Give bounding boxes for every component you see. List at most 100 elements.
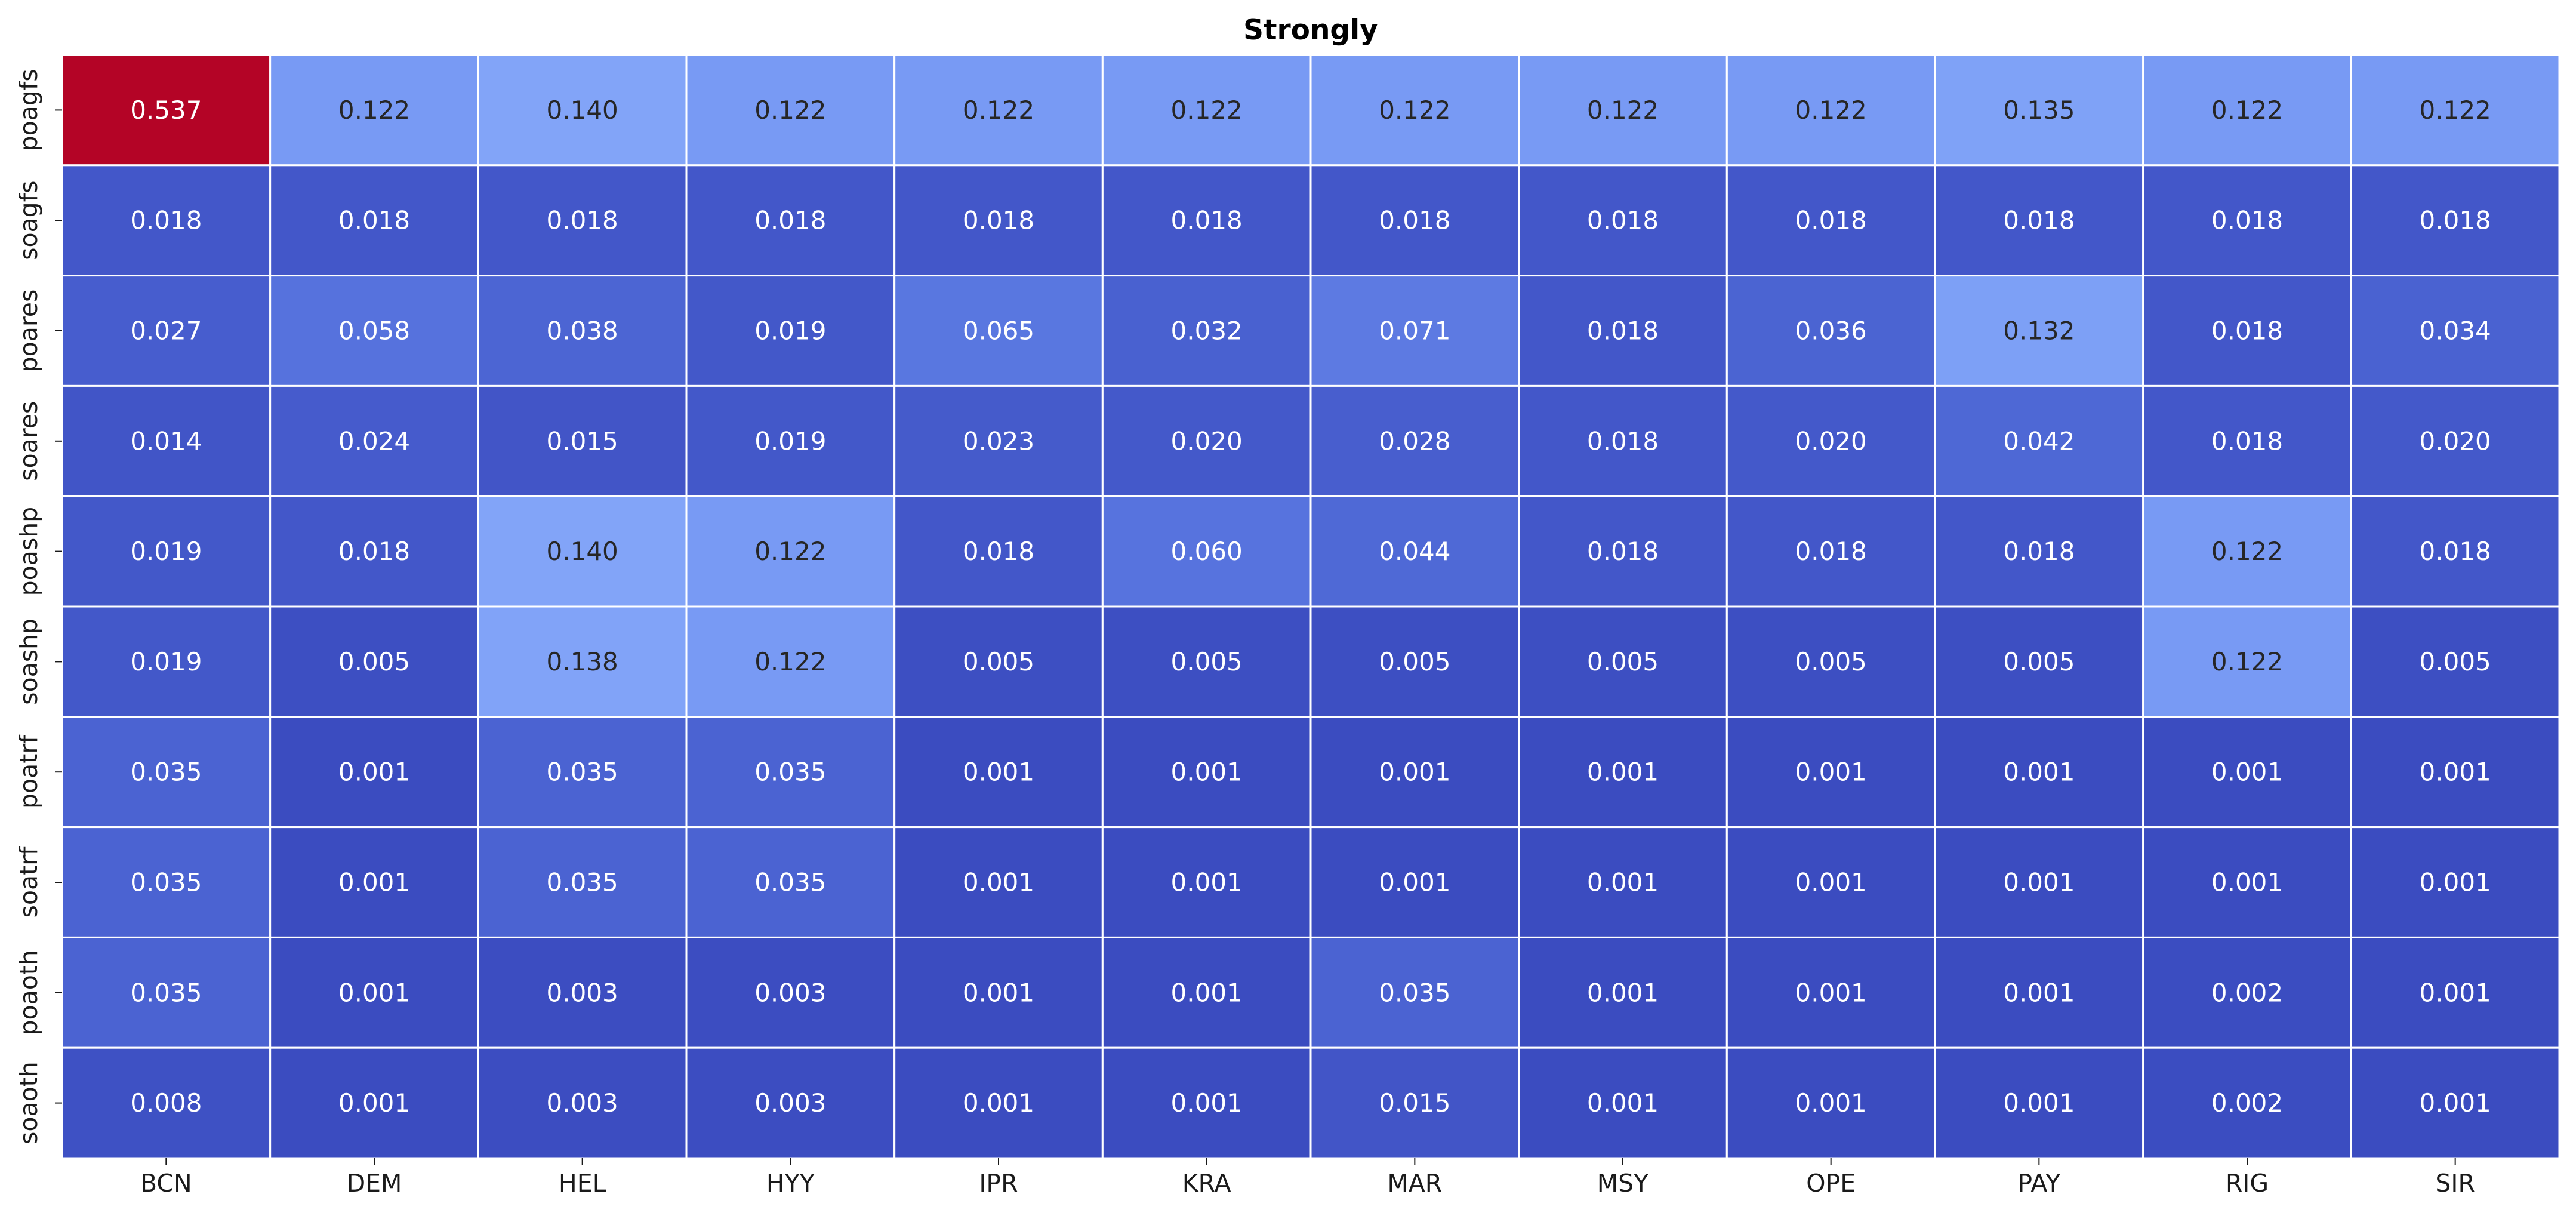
x-tick-label-KRA: KRA [1182,1169,1231,1198]
cell-label-soatrf-KRA: 0.001 [1171,868,1243,897]
heatmap-cell-soagfs-MAR [1309,164,1520,277]
chart-title: Strongly [1243,14,1378,47]
cell-label-soagfs-HEL: 0.018 [547,206,618,235]
cell-label-poagfs-PAY: 0.135 [2003,96,2075,125]
cell-label-soaoth-BCN: 0.008 [130,1088,202,1118]
cell-labels: 0.537 0.122 0.140 0.122 0.122 0.122 0.122 0.122… [130,96,2491,1118]
heatmap-cell-poatrf-IPR [893,716,1104,829]
heatmap-cell-soashp-OPE [1725,605,1936,718]
heatmap-cell-poaoth-KRA [1101,936,1312,1049]
cell-label-soagfs-MSY: 0.018 [1587,206,1659,235]
heatmap-cell-poagfs-IPR [893,54,1104,167]
cell-label-soashp-MSY: 0.005 [1587,647,1659,676]
cell-label-soashp-HEL: 0.138 [547,647,618,676]
cell-label-poashp-SIR: 0.018 [2420,537,2491,566]
x-tick-label-MAR: MAR [1387,1169,1442,1198]
cell-label-poagfs-HEL: 0.140 [547,96,618,125]
heatmap-cell-poaoth-BCN [61,936,272,1049]
heatmap-cell-poashp-HEL [477,495,688,608]
x-axis-ticks: BCN DEM HEL HYY IPR KRA MAR MSY OPE PAY RIG SIR [140,1158,2475,1198]
heatmap-cell-poashp-BCN [61,495,272,608]
cell-label-soaoth-KRA: 0.001 [1171,1088,1243,1118]
y-tick-label-poatrf: poatrf [14,734,43,809]
heatmap-cell-soatrf-HEL [477,826,688,938]
heatmap-cell-soatrf-RIG [2142,826,2352,938]
heatmap-cell-soares-PAY [1934,384,2144,497]
cell-label-soatrf-SIR: 0.001 [2420,868,2491,897]
cell-label-poatrf-HYY: 0.035 [754,758,826,787]
cell-label-poaoth-DEM: 0.001 [338,978,410,1007]
cell-label-soaoth-IPR: 0.001 [963,1088,1034,1118]
cell-label-soatrf-HEL: 0.035 [547,868,618,897]
heatmap-cell-soaoth-IPR [893,1046,1104,1159]
cell-label-poagfs-BCN: 0.537 [130,96,202,125]
heatmap-cell-poagfs-BCN [61,54,272,167]
cell-label-poashp-HEL: 0.140 [547,537,618,566]
heatmap-cell-soatrf-IPR [893,826,1104,938]
y-tick-label-soagfs: soagfs [14,181,43,260]
y-tick-label-soares: soares [14,401,43,481]
heatmap-cell-poaoth-MSY [1518,936,1728,1049]
cell-label-soares-IPR: 0.023 [963,426,1034,455]
heatmap-cell-poagfs-HEL [477,54,688,167]
heatmap-cell-soaoth-RIG [2142,1046,2352,1159]
heatmap-cell-soagfs-IPR [893,164,1104,277]
cell-label-soatrf-PAY: 0.001 [2003,868,2075,897]
heatmap-cell-poares-RIG [2142,275,2352,387]
cell-label-soagfs-IPR: 0.018 [963,206,1034,235]
heatmap-cell-poaoth-HYY [685,936,896,1049]
heatmap-cell-soagfs-KRA [1101,164,1312,277]
heatmap-cell-poares-IPR [893,275,1104,387]
x-tick-label-BCN: BCN [140,1169,192,1198]
heatmap-cell-poashp-KRA [1101,495,1312,608]
cell-label-soagfs-SIR: 0.018 [2420,206,2491,235]
heatmap-cell-soaoth-SIR [2350,1046,2560,1159]
cell-label-soatrf-DEM: 0.001 [338,868,410,897]
heatmap-cell-soagfs-MSY [1518,164,1728,277]
y-tick-label-poaoth: poaoth [14,950,43,1035]
cell-label-poares-SIR: 0.034 [2420,316,2491,346]
cell-label-soares-OPE: 0.020 [1795,426,1867,455]
heatmap-cell-soashp-MAR [1309,605,1520,718]
cell-label-soatrf-MSY: 0.001 [1587,868,1659,897]
cell-label-poares-MAR: 0.071 [1379,316,1450,346]
heatmap-cell-soashp-MSY [1518,605,1728,718]
heatmap-cell-soagfs-DEM [269,164,479,277]
cell-label-soashp-DEM: 0.005 [338,647,410,676]
cell-label-poares-KRA: 0.032 [1171,316,1243,346]
cell-label-poatrf-IPR: 0.001 [963,758,1034,787]
cell-label-soaoth-MSY: 0.001 [1587,1088,1659,1118]
y-tick-label-soashp: soashp [14,618,43,705]
cell-label-poares-HYY: 0.019 [754,316,826,346]
cell-label-poashp-KRA: 0.060 [1171,537,1243,566]
cell-label-poaoth-KRA: 0.001 [1171,978,1243,1007]
x-tick-label-IPR: IPR [979,1169,1018,1198]
cell-label-poatrf-BCN: 0.035 [130,758,202,787]
cell-label-soatrf-RIG: 0.001 [2211,868,2283,897]
heatmap-cell-soagfs-SIR [2350,164,2560,277]
cell-label-soagfs-MAR: 0.018 [1379,206,1450,235]
cell-label-poaoth-IPR: 0.001 [963,978,1034,1007]
cell-label-soares-MSY: 0.018 [1587,426,1659,455]
heatmap-cell-poashp-RIG [2142,495,2352,608]
cell-label-soaoth-OPE: 0.001 [1795,1088,1867,1118]
heatmap-cell-poatrf-PAY [1934,716,2144,829]
heatmap-cell-soares-DEM [269,384,479,497]
cell-label-soatrf-OPE: 0.001 [1795,868,1867,897]
heatmap-cell-soaoth-PAY [1934,1046,2144,1159]
cell-label-poatrf-HEL: 0.035 [547,758,618,787]
cell-label-poares-BCN: 0.027 [130,316,202,346]
heatmap-cell-poagfs-DEM [269,54,479,167]
heatmap-cell-soares-MAR [1309,384,1520,497]
heatmap-cell-soagfs-PAY [1934,164,2144,277]
cell-label-poashp-IPR: 0.018 [963,537,1034,566]
heatmap-cell-poares-SIR [2350,275,2560,387]
cell-label-poares-RIG: 0.018 [2211,316,2283,346]
cell-label-soares-RIG: 0.018 [2211,426,2283,455]
cell-label-poaoth-OPE: 0.001 [1795,978,1867,1007]
heatmap-cell-soashp-KRA [1101,605,1312,718]
heatmap-cell-poatrf-KRA [1101,716,1312,829]
cell-label-poatrf-MSY: 0.001 [1587,758,1659,787]
heatmap-cell-soaoth-HYY [685,1046,896,1159]
heatmap-cell-soashp-PAY [1934,605,2144,718]
